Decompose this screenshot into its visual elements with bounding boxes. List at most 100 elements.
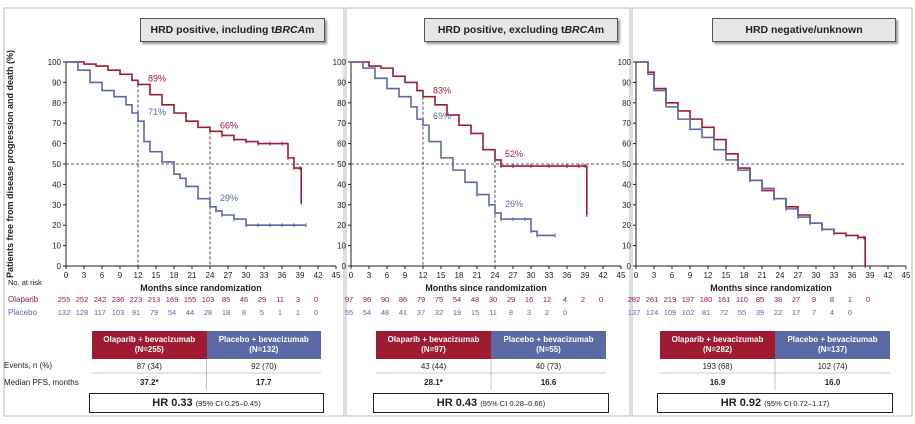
header-placebo-n: (N=55) (536, 345, 561, 354)
risk-count-placebo: 22 (774, 308, 782, 317)
risk-count-olaparib: 213 (148, 295, 161, 304)
x-tick-label: 21 (473, 271, 482, 280)
hazard-ratio-value: HR 0.43 (436, 397, 478, 409)
header-olaparib-n: (N=255) (134, 345, 164, 354)
x-tick-label: 9 (403, 271, 408, 280)
landmark-annotation-placebo: 26% (505, 199, 523, 209)
risk-count-placebo: 91 (132, 308, 140, 317)
risk-count-olaparib: 0 (314, 295, 318, 304)
risk-count-olaparib: 161 (718, 295, 731, 304)
risk-count-olaparib: 11 (276, 295, 284, 304)
risk-count-placebo: 28 (204, 308, 212, 317)
y-tick-label: 100 (48, 58, 62, 67)
risk-count-placebo: 1 (296, 308, 300, 317)
x-tick-label: 18 (455, 271, 464, 280)
x-tick-label: 42 (314, 271, 323, 280)
risk-count-olaparib: 86 (399, 295, 407, 304)
y-axis-title: Patients free from disease progression a… (5, 50, 15, 278)
hazard-ratio-box: HR 0.43 (95% CI 0.28–0.66) (373, 393, 609, 413)
x-tick-label: 9 (118, 271, 123, 280)
risk-count-placebo: 54 (168, 308, 176, 317)
x-tick-label: 33 (260, 271, 269, 280)
risk-count-placebo: 1 (278, 308, 282, 317)
median-pfs-olaparib: 16.9 (709, 378, 726, 387)
risk-count-placebo: 3 (527, 308, 531, 317)
y-tick-label: 20 (337, 221, 346, 230)
events-row-label: Events, n (%) (4, 361, 53, 370)
risk-count-placebo: 8 (242, 308, 246, 317)
panel-title-text: HRD negative/unknown (745, 24, 863, 36)
risk-count-olaparib: 0 (866, 295, 870, 304)
x-tick-label: 18 (740, 271, 749, 280)
x-tick-label: 45 (902, 271, 911, 280)
y-tick-label: 20 (52, 221, 61, 230)
landmark-annotation-olaparib: 83% (433, 86, 451, 96)
landmark-annotation-placebo: 29% (220, 193, 238, 203)
header-placebo-name: Placebo + bevacizumab (218, 335, 309, 344)
risk-count-placebo: 44 (186, 308, 194, 317)
risk-count-olaparib: 219 (664, 295, 677, 304)
risk-count-olaparib: 97 (345, 295, 353, 304)
risk-count-olaparib: 16 (525, 295, 533, 304)
panel-title: HRD negative/unknown (712, 18, 896, 42)
events-placebo: 102 (74) (817, 362, 848, 371)
risk-count-olaparib: 2 (581, 295, 585, 304)
risk-count-placebo: 48 (381, 308, 389, 317)
y-tick-label: 80 (52, 99, 61, 108)
panel-border (631, 7, 913, 417)
x-tick-label: 6 (670, 271, 675, 280)
risk-count-olaparib: 4 (563, 295, 567, 304)
risk-count-olaparib: 79 (417, 295, 425, 304)
risk-count-placebo: 117 (94, 308, 106, 317)
x-tick-label: 3 (652, 271, 657, 280)
median-pfs-row-label: Median PFS, months (4, 378, 79, 387)
header-placebo: Placebo + bevacizumab (N=55) (491, 331, 606, 359)
y-tick-label: 70 (622, 119, 631, 128)
risk-count-olaparib: 75 (435, 295, 443, 304)
y-tick-label: 80 (622, 99, 631, 108)
x-tick-label: 0 (64, 271, 69, 280)
risk-count-placebo: 124 (646, 308, 659, 317)
risk-count-olaparib: 223 (130, 295, 143, 304)
header-olaparib-name: Olaparib + bevacizumab (671, 335, 764, 344)
panel-title-suffix: m (305, 24, 315, 36)
risk-count-placebo: 0 (848, 308, 852, 317)
risk-count-placebo: 11 (489, 308, 497, 317)
x-tick-label: 42 (599, 271, 608, 280)
x-tick-label: 27 (224, 271, 233, 280)
risk-count-placebo: 17 (792, 308, 800, 317)
summary-table-header: Olaparib + bevacizumab (N=255) Placebo + b… (92, 331, 321, 359)
header-olaparib-name: Olaparib + bevacizumab (387, 335, 480, 344)
risk-count-olaparib: 29 (258, 295, 266, 304)
risk-count-olaparib: 54 (453, 295, 461, 304)
y-tick-label: 60 (52, 140, 61, 149)
risk-count-olaparib: 155 (184, 295, 197, 304)
summary-table-header: Olaparib + bevacizumab (N=282) Placebo + b… (660, 331, 890, 359)
risk-count-placebo: 8 (509, 308, 513, 317)
summary-table-header: Olaparib + bevacizumab (N=97) Placebo + be… (376, 331, 606, 359)
risk-count-olaparib: 1 (848, 295, 852, 304)
y-tick-label: 40 (52, 180, 61, 189)
hazard-ratio-ci: (95% CI 0.25–0.45) (195, 399, 261, 408)
x-tick-label: 12 (419, 271, 428, 280)
panel-border (345, 7, 631, 417)
y-tick-label: 40 (337, 180, 346, 189)
km-curve-olaparib (636, 61, 866, 266)
hazard-ratio-ci: (95% CI 0.28–0.66) (480, 399, 546, 408)
risk-count-placebo: 54 (363, 308, 371, 317)
panel-title: HRD positive, including tBRCAm (140, 18, 325, 42)
risk-count-olaparib: 255 (58, 295, 71, 304)
median-pfs-olaparib: 28.1* (424, 378, 443, 387)
median-pfs-olaparib: 37.2* (139, 378, 159, 387)
km-curve-placebo (636, 61, 835, 232)
x-tick-label: 24 (491, 271, 500, 280)
y-tick-label: 90 (622, 78, 631, 87)
y-tick-label: 70 (337, 119, 346, 128)
y-tick-label: 0 (342, 262, 347, 271)
risk-count-olaparib: 180 (700, 295, 713, 304)
risk-count-placebo: 109 (664, 308, 677, 317)
median-pfs-placebo: 17.7 (255, 378, 272, 387)
header-placebo-name: Placebo + bevacizumab (503, 335, 594, 344)
risk-count-olaparib: 242 (94, 295, 107, 304)
